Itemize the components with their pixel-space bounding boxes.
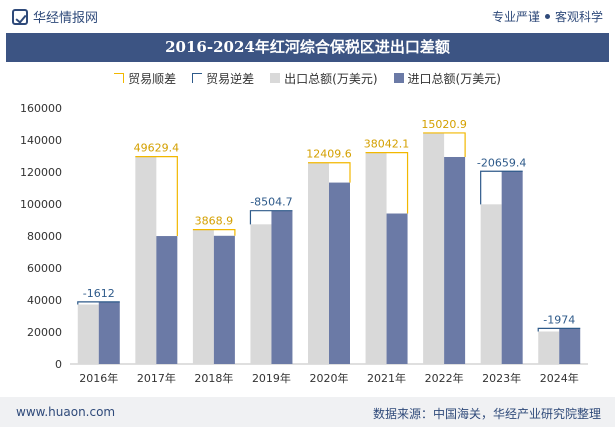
site-name: 华经情报网 — [33, 11, 99, 26]
surplus-mark — [135, 156, 178, 237]
legend-item-export[interactable]: 出口总额(万美元) — [270, 68, 378, 88]
import-bar — [98, 301, 120, 364]
import-bar — [559, 328, 581, 364]
surplus-mark — [423, 132, 466, 157]
y-tick-label: 120000 — [20, 166, 62, 179]
balance-data-label: -1612 — [83, 287, 115, 300]
balance-data-label: 38042.1 — [364, 138, 410, 151]
y-tick-label: 60000 — [27, 262, 62, 275]
legend-item-surplus[interactable]: 贸易顺差 — [114, 68, 176, 88]
x-tick-label: 2021年 — [367, 371, 406, 385]
legend-item-import[interactable]: 进口总额(万美元) — [393, 68, 501, 88]
brand[interactable]: 华经情报网 — [12, 7, 98, 26]
surplus-mark — [192, 229, 236, 236]
deficit-mark — [480, 170, 523, 205]
balance-data-label: 12409.6 — [306, 148, 352, 161]
import-bar — [213, 235, 235, 364]
x-tick-label: 2023年 — [482, 371, 521, 385]
x-tick-label: 2018年 — [194, 371, 233, 385]
footer-website[interactable]: www.huaon.com — [16, 405, 116, 419]
slogan: 专业严谨 客观科学 — [492, 8, 603, 25]
chart-plot: 0 20000 40000 60000 80000 100000 120000 140000 1… — [20, 102, 588, 385]
x-tick-label: 2016年 — [79, 371, 118, 385]
legend-item-deficit[interactable]: 贸易逆差 — [192, 68, 254, 88]
y-tick-label: 40000 — [27, 294, 62, 307]
chart-title: 2016-2024年红河综合保税区进出口差额 — [6, 33, 609, 62]
legend-swatch-import — [393, 73, 404, 83]
deficit-mark — [537, 327, 581, 332]
surplus-mark — [308, 162, 351, 183]
y-tick-label: 80000 — [27, 230, 62, 243]
balance-data-label: 3868.9 — [195, 215, 234, 228]
x-tick-label: 2024年 — [540, 371, 579, 385]
legend-label-deficit: 贸易逆差 — [206, 71, 255, 86]
import-bar — [329, 182, 350, 364]
x-tick-label: 2022年 — [425, 371, 464, 385]
balance-data-label: 15020.9 — [421, 118, 467, 131]
top-bar: 华经情报网 专业严谨 客观科学 — [0, 0, 615, 32]
balance-data-label: -20659.4 — [477, 156, 526, 169]
export-bar — [480, 204, 502, 364]
export-bar — [77, 304, 99, 364]
import-bar — [444, 156, 466, 364]
footer: www.huaon.com 数据来源：中国海关，华经产业研究院整理 — [0, 397, 615, 427]
export-bar — [250, 224, 272, 364]
legend-label-surplus: 贸易顺差 — [128, 71, 177, 86]
slogan-right: 客观科学 — [554, 10, 603, 24]
import-bar — [386, 213, 408, 364]
balance-data-label: -8504.7 — [250, 196, 292, 209]
legend-swatch-surplus — [114, 73, 125, 83]
export-bar — [135, 156, 157, 364]
deficit-mark — [77, 301, 120, 305]
export-bar — [192, 229, 214, 364]
x-tick-label: 2020年 — [310, 371, 349, 385]
y-tick-label: 0 — [55, 358, 62, 371]
balance-data-label: 49629.4 — [134, 142, 180, 155]
footer-source: 数据来源：中国海关，华经产业研究院整理 — [372, 407, 601, 421]
x-tick-label: 2019年 — [252, 371, 291, 385]
y-tick-label: 20000 — [27, 326, 62, 339]
import-bar — [271, 210, 293, 364]
export-bar — [365, 152, 387, 364]
bullet-dot-icon — [544, 14, 550, 19]
slogan-left: 专业严谨 — [491, 10, 540, 24]
legend-label-export: 出口总额(万美元) — [284, 71, 378, 86]
export-bar — [423, 132, 445, 364]
y-tick-label: 100000 — [20, 198, 62, 211]
balance-data-label: -1974 — [543, 313, 575, 326]
y-tick-label: 160000 — [20, 102, 62, 115]
logo-icon — [12, 8, 28, 25]
x-tick-label: 2017年 — [137, 371, 176, 385]
deficit-mark — [249, 210, 293, 225]
export-bar — [308, 162, 329, 364]
legend-label-import: 进口总额(万美元) — [407, 71, 501, 86]
chart-legend: 贸易顺差 贸易逆差 出口总额(万美元) 进口总额(万美元) — [0, 68, 615, 88]
y-tick-label: 140000 — [20, 134, 62, 147]
export-bar — [538, 331, 560, 364]
legend-swatch-export — [270, 73, 281, 83]
import-bar — [156, 236, 178, 364]
surplus-mark — [365, 152, 409, 214]
import-bar — [501, 171, 523, 364]
legend-swatch-deficit — [192, 73, 203, 83]
